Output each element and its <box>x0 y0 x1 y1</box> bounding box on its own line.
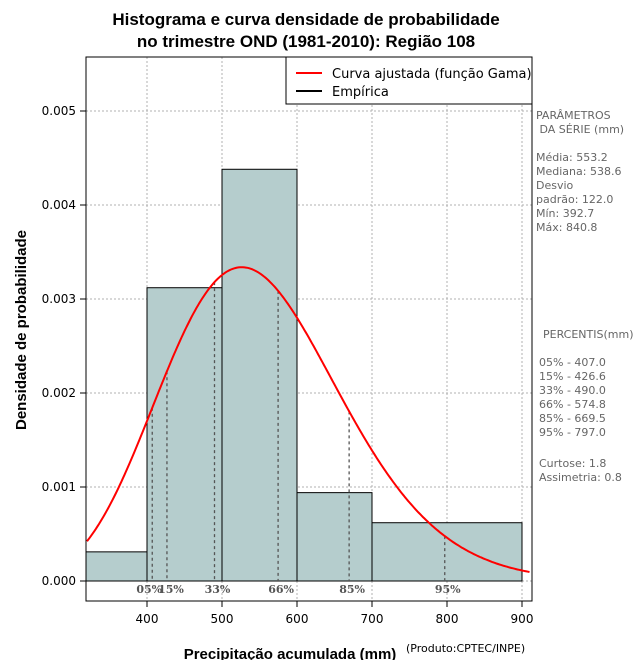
percentile-label: 15% <box>158 583 184 596</box>
x-tick-label: 900 <box>511 612 534 626</box>
percentiles-panel: PERCENTIS(mm) 05% - 407.0 15% - 426.6 33… <box>539 328 634 484</box>
percentiles-title: PERCENTIS(mm) <box>543 328 634 341</box>
skewness: Assimetria: 0.8 <box>539 471 622 484</box>
percentile-label: 95% <box>435 583 461 596</box>
y-tick-label: 0.005 <box>42 104 76 118</box>
x-tick-label: 700 <box>361 612 384 626</box>
legend-box <box>285 56 533 105</box>
percentile-05: 05% - 407.0 <box>539 356 606 369</box>
legend-curve-label: Curva ajustada (função Gama) <box>332 67 532 82</box>
y-tick-label: 0.001 <box>42 480 76 494</box>
percentile-labels: 05%15% 33% 66% 85% 95% <box>136 583 461 596</box>
product-credit: (Produto:CPTEC/INPE) <box>406 642 525 655</box>
percentile-label: 85% <box>339 583 365 596</box>
x-tick-label: 500 <box>211 612 234 626</box>
histogram-bars <box>85 168 523 582</box>
histogram-bar <box>85 551 148 582</box>
density-curve-path <box>86 266 530 573</box>
params-title: PARÂMETROS <box>536 109 611 122</box>
kurtosis: Curtose: 1.8 <box>539 457 606 470</box>
y-tick-label: 0.002 <box>42 386 76 400</box>
y-tick-label: 0.003 <box>42 292 76 306</box>
percentile-label: 33% <box>205 583 231 596</box>
histogram-bar <box>371 522 523 582</box>
legend: Curva ajustada (função Gama) Empírica <box>285 56 533 105</box>
percentile-lines <box>151 282 446 581</box>
histogram-bar <box>146 287 223 582</box>
chart-title-line-1: Histograma e curva densidade de probabil… <box>112 10 499 29</box>
param-sd-line-2: padrão: 122.0 <box>536 193 613 206</box>
x-tick-label: 400 <box>136 612 159 626</box>
param-mean: Média: 553.2 <box>536 151 608 164</box>
legend-empirical-label: Empírica <box>332 85 389 100</box>
y-tick-label: 0.004 <box>42 198 76 212</box>
percentile-66: 66% - 574.8 <box>539 398 606 411</box>
percentile-85: 85% - 669.5 <box>539 412 606 425</box>
histogram-bar <box>296 492 373 582</box>
param-sd-line-1: Desvio <box>536 179 574 192</box>
x-tick-label: 800 <box>436 612 459 626</box>
param-max: Máx: 840.8 <box>536 221 597 234</box>
param-median: Mediana: 538.6 <box>536 165 621 178</box>
chart-title-line-2: no trimestre OND (1981-2010): Região 108 <box>137 32 475 51</box>
y-axis-label: Densidade de probabilidade <box>13 230 30 430</box>
x-tick-label: 600 <box>286 612 309 626</box>
param-min: Mín: 392.7 <box>536 207 594 220</box>
percentile-label: 05% <box>136 583 162 596</box>
percentile-95: 95% - 797.0 <box>539 426 606 439</box>
percentile-15: 15% - 426.6 <box>539 370 606 383</box>
params-subtitle: DA SÉRIE (mm) <box>536 123 624 136</box>
x-axis-label: Precipitação acumulada (mm) <box>184 646 397 660</box>
axes: 400 500 600 700 800 900 0.000 0.001 0.002 0.003 0.… <box>42 104 534 626</box>
histogram-bar <box>221 168 298 582</box>
series-parameters-panel: PARÂMETROS DA SÉRIE (mm) Média: 553.2 Me… <box>536 109 624 234</box>
percentile-label: 66% <box>268 583 294 596</box>
density-curve <box>86 266 530 573</box>
y-tick-label: 0.000 <box>42 574 76 588</box>
percentile-33: 33% - 490.0 <box>539 384 606 397</box>
